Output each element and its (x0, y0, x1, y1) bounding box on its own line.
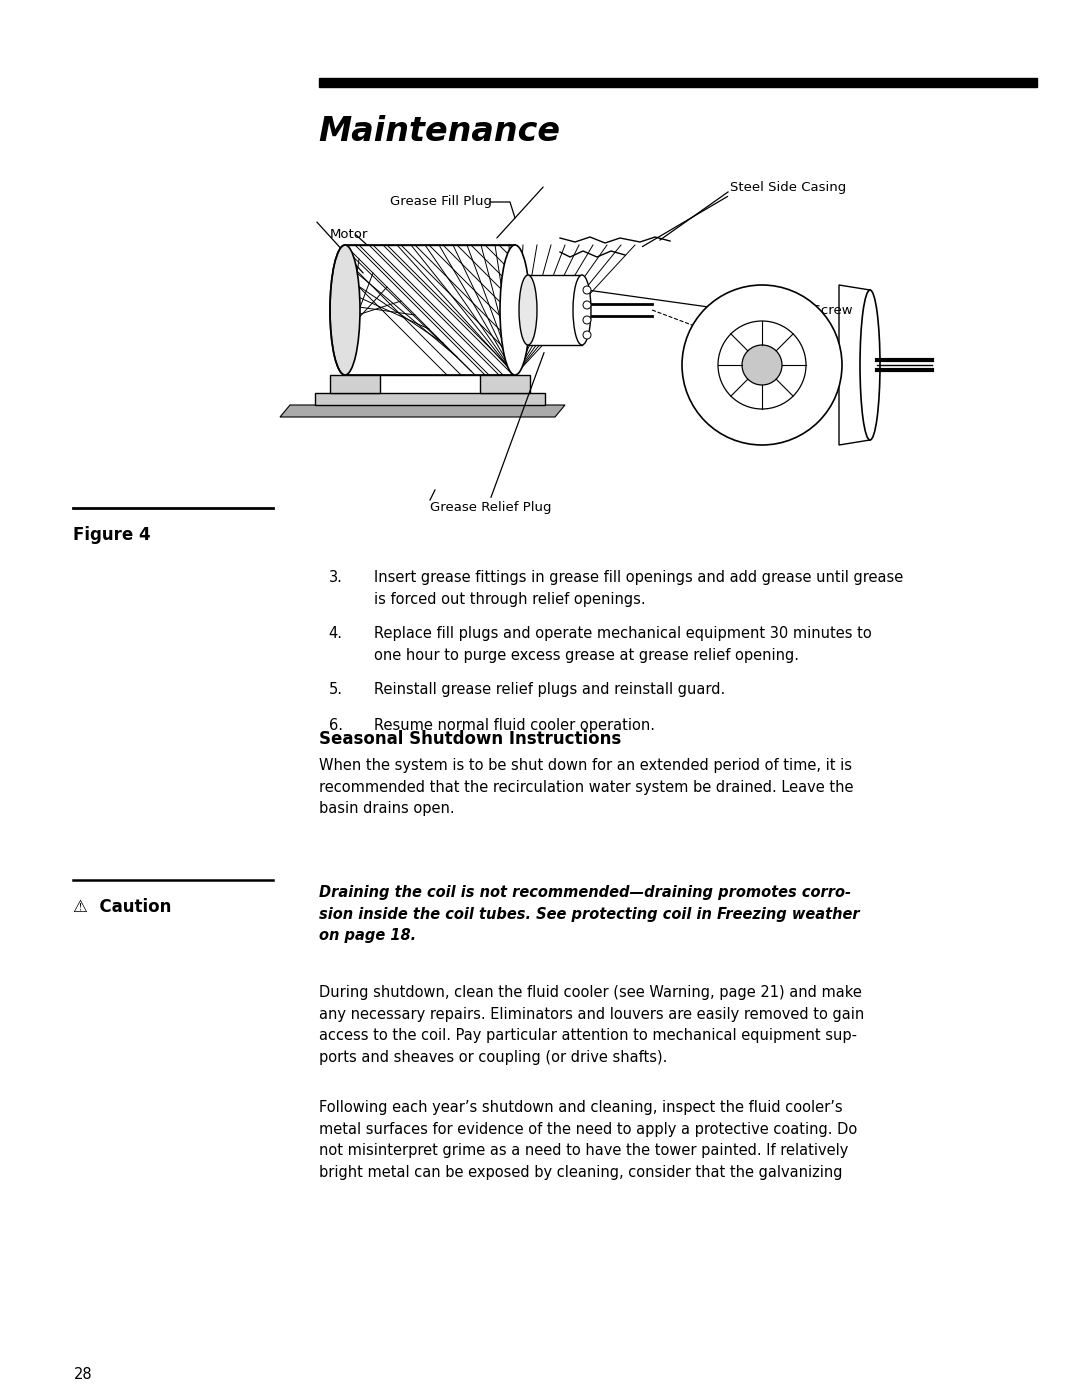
Ellipse shape (500, 244, 530, 374)
Text: 6.: 6. (328, 718, 342, 733)
Polygon shape (280, 405, 565, 416)
Text: Maintenance: Maintenance (319, 115, 561, 148)
Text: Insert grease fittings in grease fill openings and add grease until grease
is fo: Insert grease fittings in grease fill op… (374, 570, 903, 606)
Polygon shape (480, 374, 530, 393)
Ellipse shape (573, 275, 591, 345)
Ellipse shape (860, 291, 880, 440)
Polygon shape (330, 374, 380, 393)
Text: When the system is to be shut down for an extended period of time, it is
recomme: When the system is to be shut down for a… (319, 759, 853, 816)
Text: Steel Side Casing: Steel Side Casing (730, 182, 847, 194)
Text: 3.: 3. (328, 570, 342, 585)
Circle shape (583, 331, 591, 339)
Text: 4.: 4. (328, 626, 342, 641)
Text: ⚠  Caution: ⚠ Caution (73, 898, 172, 916)
Text: Guard: Guard (730, 362, 771, 374)
Text: During shutdown, clean the fluid cooler (see Warning, page 21) and make
any nece: During shutdown, clean the fluid cooler … (319, 985, 864, 1065)
Text: Resume normal fluid cooler operation.: Resume normal fluid cooler operation. (374, 718, 654, 733)
Text: Grease Relief Plug: Grease Relief Plug (430, 502, 552, 514)
Circle shape (583, 286, 591, 293)
Polygon shape (345, 244, 515, 374)
Text: 5.: 5. (328, 682, 342, 697)
Text: Attachment Screw: Attachment Screw (730, 303, 852, 317)
Text: Grease Fill Plug: Grease Fill Plug (390, 196, 492, 208)
Text: Seasonal Shutdown Instructions: Seasonal Shutdown Instructions (319, 731, 621, 747)
Polygon shape (839, 285, 870, 446)
Circle shape (742, 345, 782, 386)
Bar (319, 78, 1037, 87)
Polygon shape (315, 393, 545, 405)
Circle shape (583, 300, 591, 309)
Circle shape (583, 316, 591, 324)
Text: 28: 28 (73, 1368, 92, 1382)
Text: Figure 4: Figure 4 (73, 527, 151, 543)
Circle shape (681, 285, 842, 446)
Text: Replace fill plugs and operate mechanical equipment 30 minutes to
one hour to pu: Replace fill plugs and operate mechanica… (374, 626, 872, 662)
Text: Reinstall grease relief plugs and reinstall guard.: Reinstall grease relief plugs and reinst… (374, 682, 725, 697)
Text: Motor: Motor (330, 229, 368, 242)
Ellipse shape (330, 244, 360, 374)
Text: Draining the coil is not recommended—draining promotes corro-
sion inside the co: Draining the coil is not recommended—dra… (319, 886, 860, 943)
Ellipse shape (519, 275, 537, 345)
Circle shape (718, 321, 806, 409)
Text: Following each year’s shutdown and cleaning, inspect the fluid cooler’s
metal su: Following each year’s shutdown and clean… (319, 1099, 856, 1180)
Polygon shape (528, 275, 582, 345)
